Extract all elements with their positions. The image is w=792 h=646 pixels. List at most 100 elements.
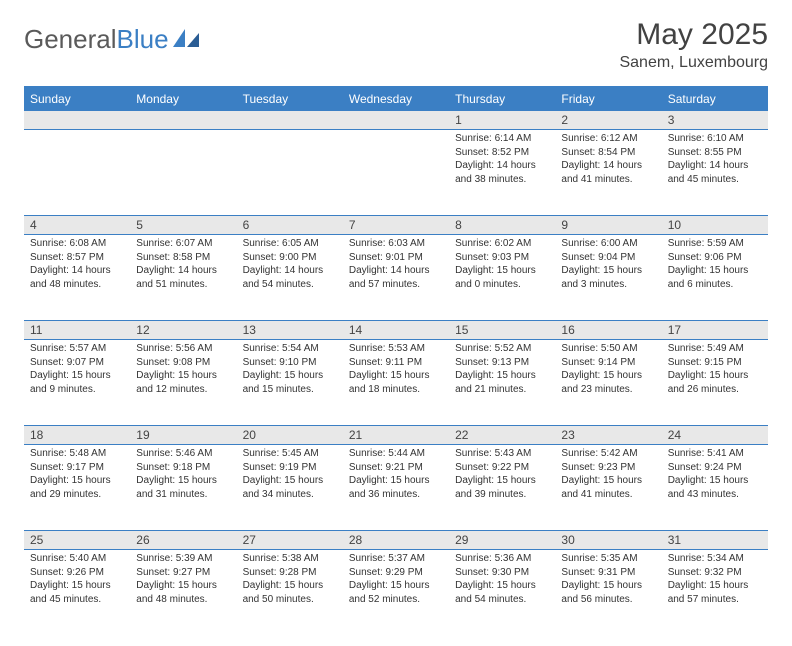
day-cell: Sunrise: 5:44 AMSunset: 9:21 PMDaylight:…: [343, 445, 449, 505]
day-cell: Sunrise: 5:46 AMSunset: 9:18 PMDaylight:…: [130, 445, 236, 505]
day-number: 6: [237, 216, 343, 234]
sunset-text: Sunset: 8:58 PM: [136, 251, 230, 265]
day-number: 12: [130, 321, 236, 339]
day-cell: Sunrise: 6:03 AMSunset: 9:01 PMDaylight:…: [343, 235, 449, 295]
sunrise-text: Sunrise: 5:43 AM: [455, 447, 549, 461]
sunrise-text: Sunrise: 5:48 AM: [30, 447, 124, 461]
day-cell: Sunrise: 5:43 AMSunset: 9:22 PMDaylight:…: [449, 445, 555, 505]
daylight-text: Daylight: 14 hours and 54 minutes.: [243, 264, 337, 291]
week-body-row: Sunrise: 5:57 AMSunset: 9:07 PMDaylight:…: [24, 340, 768, 426]
day-number: 15: [449, 321, 555, 339]
daylight-text: Daylight: 15 hours and 12 minutes.: [136, 369, 230, 396]
day-cell: Sunrise: 6:02 AMSunset: 9:03 PMDaylight:…: [449, 235, 555, 295]
daylight-text: Daylight: 15 hours and 43 minutes.: [668, 474, 762, 501]
daylight-text: Daylight: 15 hours and 18 minutes.: [349, 369, 443, 396]
sunrise-text: Sunrise: 5:37 AM: [349, 552, 443, 566]
day-number: 22: [449, 426, 555, 444]
weekday-header: Sunday: [24, 87, 130, 111]
sunrise-text: Sunrise: 5:44 AM: [349, 447, 443, 461]
day-cell: Sunrise: 6:08 AMSunset: 8:57 PMDaylight:…: [24, 235, 130, 295]
daylight-text: Daylight: 14 hours and 48 minutes.: [30, 264, 124, 291]
sunrise-text: Sunrise: 6:12 AM: [561, 132, 655, 146]
day-cell: Sunrise: 6:00 AMSunset: 9:04 PMDaylight:…: [555, 235, 661, 295]
sunrise-text: Sunrise: 6:00 AM: [561, 237, 655, 251]
daylight-text: Daylight: 15 hours and 36 minutes.: [349, 474, 443, 501]
sunrise-text: Sunrise: 6:08 AM: [30, 237, 124, 251]
day-cell: Sunrise: 5:38 AMSunset: 9:28 PMDaylight:…: [237, 550, 343, 610]
day-cell: Sunrise: 6:14 AMSunset: 8:52 PMDaylight:…: [449, 130, 555, 190]
sunset-text: Sunset: 9:30 PM: [455, 566, 549, 580]
sunset-text: Sunset: 9:03 PM: [455, 251, 549, 265]
week-daynum-row: 18192021222324: [24, 426, 768, 445]
day-cell: Sunrise: 5:45 AMSunset: 9:19 PMDaylight:…: [237, 445, 343, 505]
sunset-text: Sunset: 9:19 PM: [243, 461, 337, 475]
daylight-text: Daylight: 15 hours and 23 minutes.: [561, 369, 655, 396]
sunrise-text: Sunrise: 5:39 AM: [136, 552, 230, 566]
day-number: 26: [130, 531, 236, 549]
sunset-text: Sunset: 9:15 PM: [668, 356, 762, 370]
sunset-text: Sunset: 9:28 PM: [243, 566, 337, 580]
sunset-text: Sunset: 9:10 PM: [243, 356, 337, 370]
sunrise-text: Sunrise: 5:46 AM: [136, 447, 230, 461]
sunset-text: Sunset: 9:01 PM: [349, 251, 443, 265]
weekday-header-row: Sunday Monday Tuesday Wednesday Thursday…: [24, 87, 768, 111]
sunset-text: Sunset: 9:14 PM: [561, 356, 655, 370]
day-cell: Sunrise: 5:40 AMSunset: 9:26 PMDaylight:…: [24, 550, 130, 610]
weekday-header: Thursday: [449, 87, 555, 111]
day-number: 29: [449, 531, 555, 549]
sunrise-text: Sunrise: 6:03 AM: [349, 237, 443, 251]
day-cell: Sunrise: 5:59 AMSunset: 9:06 PMDaylight:…: [662, 235, 768, 295]
daylight-text: Daylight: 15 hours and 56 minutes.: [561, 579, 655, 606]
sunset-text: Sunset: 8:52 PM: [455, 146, 549, 160]
sunset-text: Sunset: 9:07 PM: [30, 356, 124, 370]
weekday-header: Saturday: [662, 87, 768, 111]
daylight-text: Daylight: 14 hours and 45 minutes.: [668, 159, 762, 186]
day-number: 18: [24, 426, 130, 444]
daylight-text: Daylight: 15 hours and 57 minutes.: [668, 579, 762, 606]
sunset-text: Sunset: 9:32 PM: [668, 566, 762, 580]
day-cell: Sunrise: 5:49 AMSunset: 9:15 PMDaylight:…: [662, 340, 768, 400]
sunrise-text: Sunrise: 5:52 AM: [455, 342, 549, 356]
day-number-empty: [130, 111, 236, 129]
day-cell: Sunrise: 5:36 AMSunset: 9:30 PMDaylight:…: [449, 550, 555, 610]
day-number: 7: [343, 216, 449, 234]
sunrise-text: Sunrise: 5:40 AM: [30, 552, 124, 566]
sunrise-text: Sunrise: 5:54 AM: [243, 342, 337, 356]
sunset-text: Sunset: 9:26 PM: [30, 566, 124, 580]
daylight-text: Daylight: 15 hours and 39 minutes.: [455, 474, 549, 501]
sunrise-text: Sunrise: 5:38 AM: [243, 552, 337, 566]
day-number: 11: [24, 321, 130, 339]
title-block: May 2025 Sanem, Luxembourg: [619, 18, 768, 72]
sunset-text: Sunset: 9:21 PM: [349, 461, 443, 475]
sunrise-text: Sunrise: 5:56 AM: [136, 342, 230, 356]
weekday-header: Monday: [130, 87, 236, 111]
sunrise-text: Sunrise: 5:59 AM: [668, 237, 762, 251]
sunrise-text: Sunrise: 5:34 AM: [668, 552, 762, 566]
calendar-table: Sunday Monday Tuesday Wednesday Thursday…: [24, 86, 768, 636]
sunrise-text: Sunrise: 5:35 AM: [561, 552, 655, 566]
day-number: 2: [555, 111, 661, 129]
week-body-row: Sunrise: 6:14 AMSunset: 8:52 PMDaylight:…: [24, 130, 768, 216]
logo: GeneralBlue: [24, 24, 201, 55]
week-daynum-row: 11121314151617: [24, 321, 768, 340]
weekday-header: Tuesday: [237, 87, 343, 111]
day-number: 17: [662, 321, 768, 339]
sunrise-text: Sunrise: 5:42 AM: [561, 447, 655, 461]
day-cell: Sunrise: 5:54 AMSunset: 9:10 PMDaylight:…: [237, 340, 343, 400]
daylight-text: Daylight: 14 hours and 41 minutes.: [561, 159, 655, 186]
sunrise-text: Sunrise: 5:49 AM: [668, 342, 762, 356]
daylight-text: Daylight: 15 hours and 26 minutes.: [668, 369, 762, 396]
day-cell: Sunrise: 5:37 AMSunset: 9:29 PMDaylight:…: [343, 550, 449, 610]
sunset-text: Sunset: 9:24 PM: [668, 461, 762, 475]
sunset-text: Sunset: 9:08 PM: [136, 356, 230, 370]
weekday-header: Wednesday: [343, 87, 449, 111]
daylight-text: Daylight: 15 hours and 0 minutes.: [455, 264, 549, 291]
daylight-text: Daylight: 14 hours and 38 minutes.: [455, 159, 549, 186]
sunrise-text: Sunrise: 6:02 AM: [455, 237, 549, 251]
logo-sail-icon: [173, 27, 201, 47]
logo-text-general: General: [24, 24, 117, 55]
day-number: 27: [237, 531, 343, 549]
day-cell: Sunrise: 5:50 AMSunset: 9:14 PMDaylight:…: [555, 340, 661, 400]
day-number: 14: [343, 321, 449, 339]
daylight-text: Daylight: 15 hours and 41 minutes.: [561, 474, 655, 501]
